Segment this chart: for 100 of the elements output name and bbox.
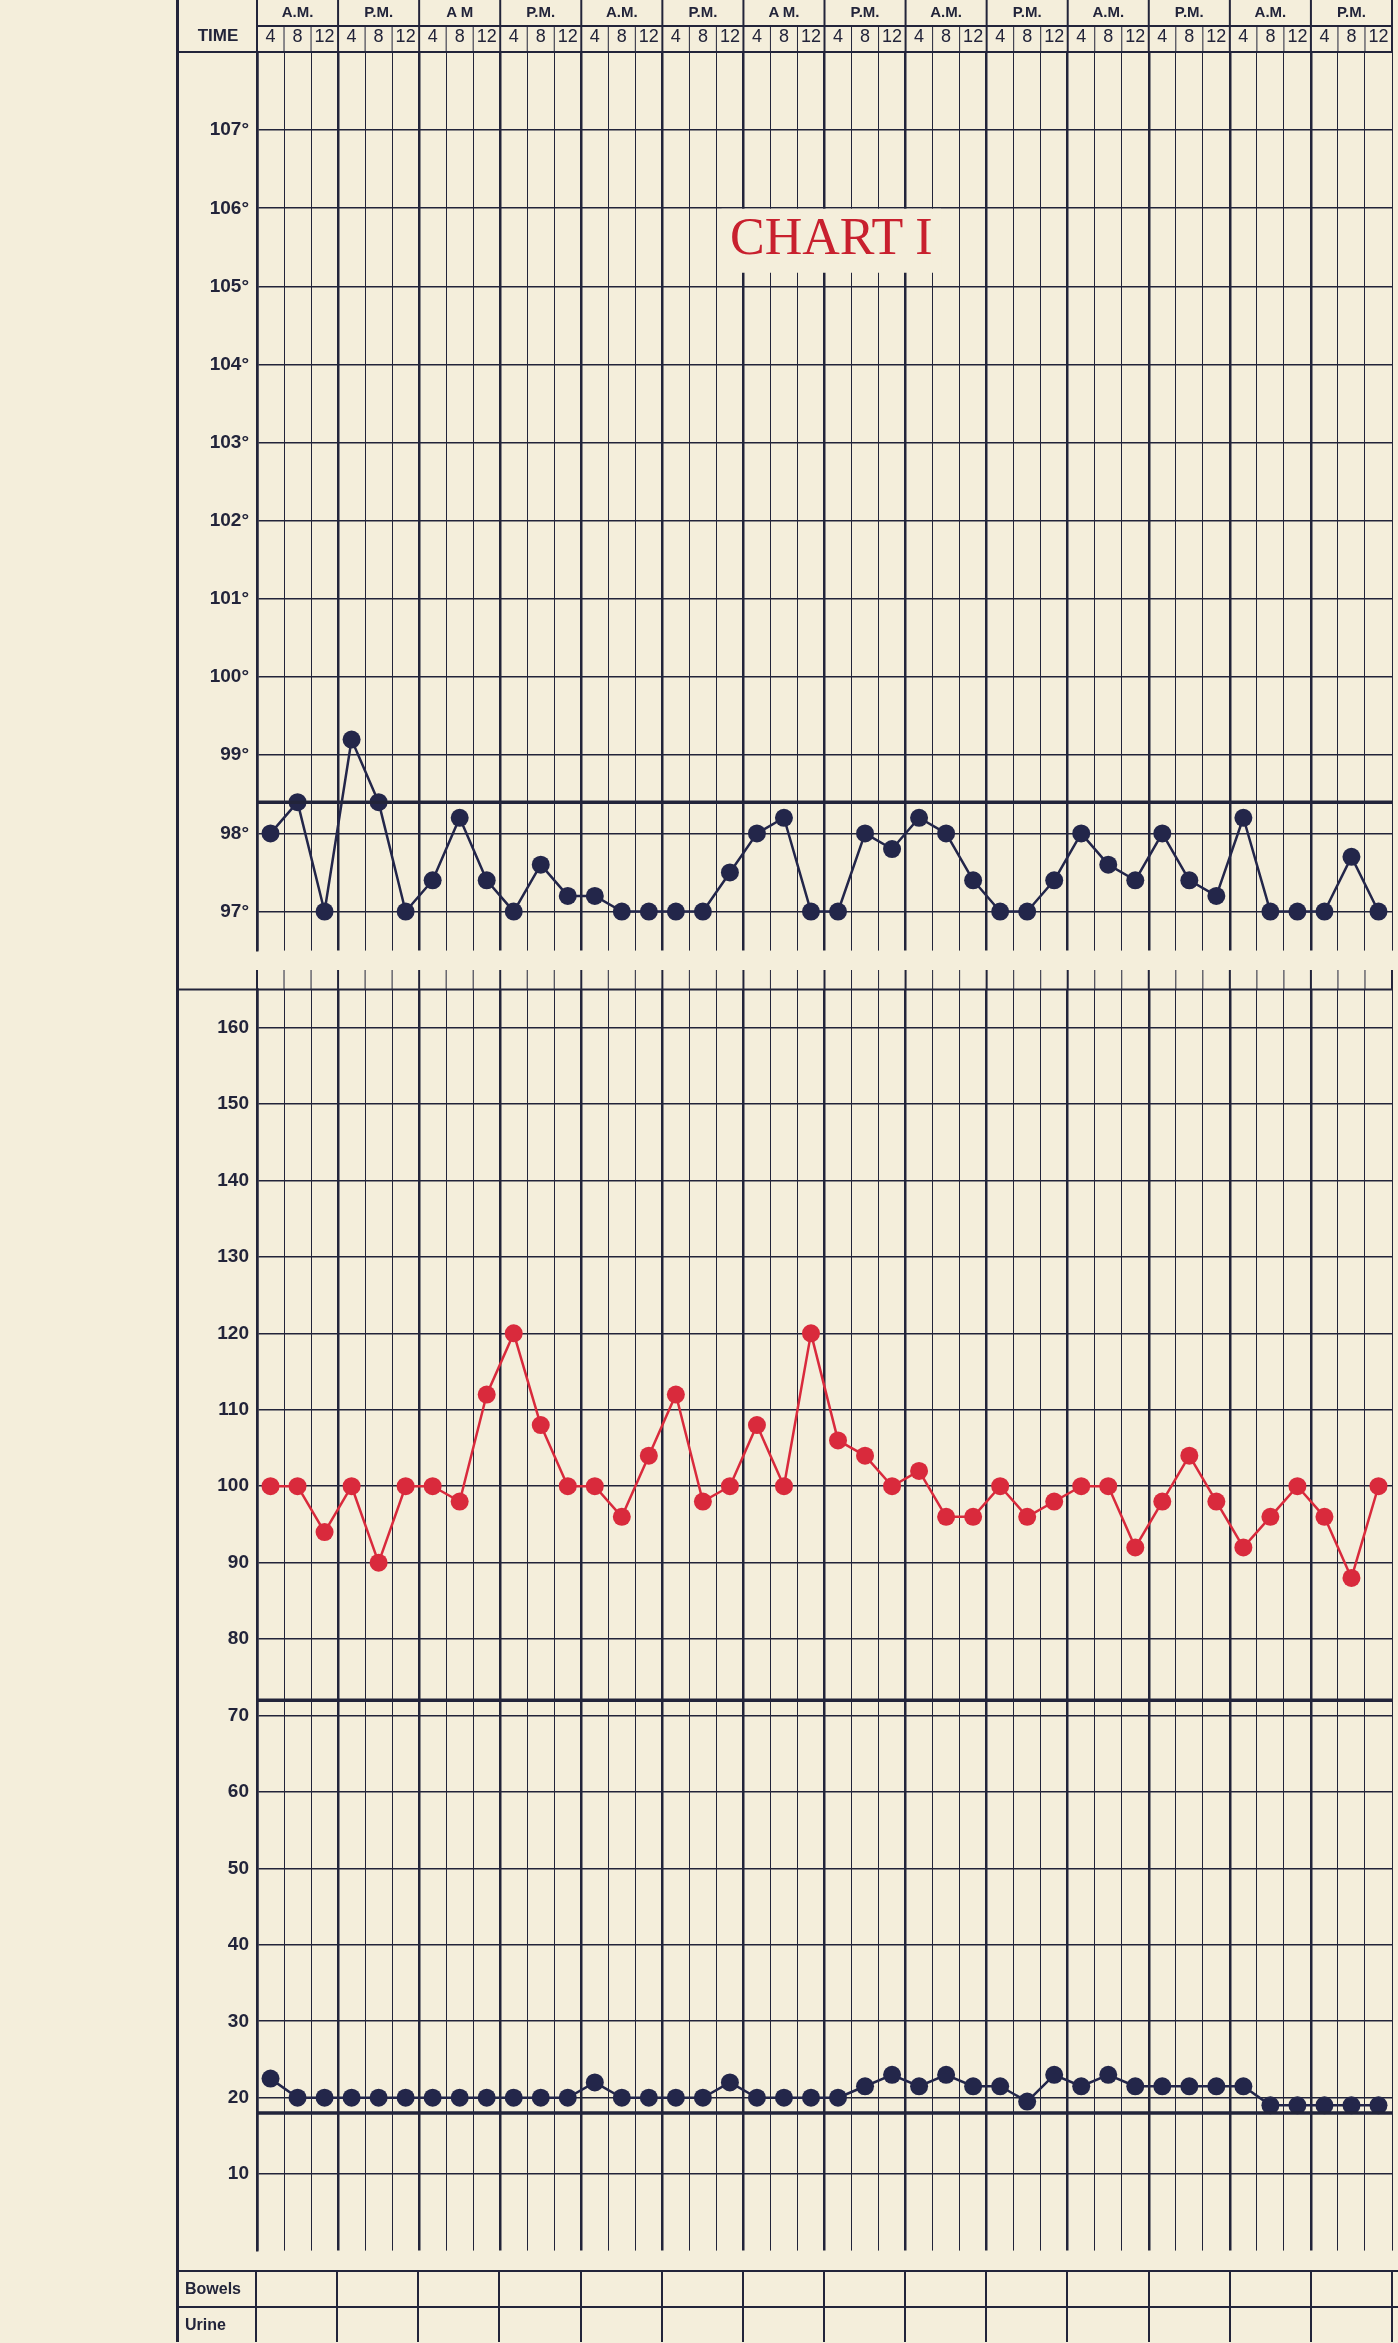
- x-tick-label: 8: [1103, 26, 1114, 47]
- point: [504, 902, 523, 921]
- y-tick-label: 105°: [209, 274, 249, 296]
- x-tick-label: 12: [1368, 26, 1389, 47]
- point: [801, 2088, 820, 2107]
- y-tick-label: 50: [227, 1856, 249, 1878]
- point: [531, 1416, 550, 1435]
- point: [261, 824, 280, 843]
- x-tick-label: 4: [346, 26, 357, 47]
- x-tick-label: 8: [454, 26, 465, 47]
- point: [1126, 2077, 1145, 2096]
- point: [423, 2088, 442, 2107]
- y-tick-label: 10: [227, 2162, 249, 2184]
- text: P.M.: [364, 3, 394, 21]
- point: [774, 2088, 793, 2107]
- point: [910, 808, 929, 827]
- point: [1072, 824, 1091, 843]
- text: Urine: [179, 2308, 257, 2342]
- point: [477, 871, 496, 890]
- point: [450, 1492, 469, 1511]
- x-tick-label: 4: [508, 26, 519, 47]
- x-tick-label: 4: [265, 26, 276, 47]
- point: [261, 2069, 280, 2088]
- y-tick-label: 140: [217, 1168, 249, 1190]
- text: A.M.: [281, 3, 314, 21]
- point: [1153, 1492, 1172, 1511]
- point: [558, 886, 577, 905]
- x-tick-label: 12: [719, 26, 740, 47]
- point: [1207, 2077, 1226, 2096]
- point: [585, 886, 604, 905]
- y-tick-label: 101°: [209, 587, 249, 609]
- point: [342, 1477, 361, 1496]
- point: [450, 2088, 469, 2107]
- point: [585, 2073, 604, 2092]
- point: [774, 808, 793, 827]
- point: [1099, 855, 1118, 874]
- point: [720, 863, 739, 882]
- point: [1342, 847, 1361, 866]
- point: [856, 2077, 875, 2096]
- y-tick-label: 90: [227, 1550, 249, 1572]
- point: [1099, 2065, 1118, 2084]
- y-tick-label: 106°: [209, 196, 249, 218]
- point: [342, 730, 361, 749]
- point: [747, 824, 766, 843]
- point: [585, 1477, 604, 1496]
- x-tick-label: 8: [1265, 26, 1276, 47]
- text: A.M.: [1254, 3, 1287, 21]
- point: [558, 1477, 577, 1496]
- text: A.M.: [605, 3, 638, 21]
- x-tick-label: 12: [1125, 26, 1146, 47]
- y-tick-label: 120: [217, 1321, 249, 1343]
- point: [1072, 2077, 1091, 2096]
- point: [964, 2077, 983, 2096]
- point: [856, 1446, 875, 1465]
- point: [666, 2088, 685, 2107]
- x-tick-label: 8: [292, 26, 303, 47]
- x-tick-label: 12: [882, 26, 903, 47]
- point: [315, 902, 334, 921]
- point: [1234, 2077, 1253, 2096]
- y-tick-label: 100: [217, 1474, 249, 1496]
- point: [639, 1446, 658, 1465]
- text: CHART I: [730, 208, 933, 266]
- point: [1180, 1446, 1199, 1465]
- text: A M.: [768, 3, 800, 21]
- point: [937, 1507, 956, 1526]
- x-tick-label: 4: [995, 26, 1006, 47]
- point: [558, 2088, 577, 2107]
- y-tick-label: 107°: [209, 118, 249, 140]
- y-tick-label: 130: [217, 1245, 249, 1267]
- point: [1099, 1477, 1118, 1496]
- point: [612, 1507, 631, 1526]
- point: [666, 902, 685, 921]
- y-tick-label: 110: [218, 1398, 249, 1420]
- x-tick-label: 4: [833, 26, 844, 47]
- point: [1018, 1507, 1037, 1526]
- point: [1018, 902, 1037, 921]
- point: [288, 2088, 307, 2107]
- point: [1315, 902, 1334, 921]
- point: [1045, 871, 1064, 890]
- y-tick-label: 20: [227, 2085, 249, 2107]
- point: [801, 1324, 820, 1343]
- point: [612, 2088, 631, 2107]
- point: [693, 2088, 712, 2107]
- point: [1288, 1477, 1307, 1496]
- y-tick-label: 70: [227, 1703, 249, 1725]
- point: [829, 1431, 848, 1450]
- point: [801, 902, 820, 921]
- point: [883, 1477, 902, 1496]
- point: [1153, 824, 1172, 843]
- x-tick-label: 4: [1076, 26, 1087, 47]
- point: [369, 2088, 388, 2107]
- point: [747, 2088, 766, 2107]
- text: A.M.: [930, 3, 962, 21]
- point: [450, 808, 469, 827]
- text: Bowels: [179, 2272, 257, 2306]
- x-tick-label: 12: [1044, 26, 1065, 47]
- point: [1261, 1507, 1280, 1526]
- point: [369, 1553, 388, 1572]
- x-tick-label: 8: [860, 26, 871, 47]
- point: [1018, 2092, 1037, 2111]
